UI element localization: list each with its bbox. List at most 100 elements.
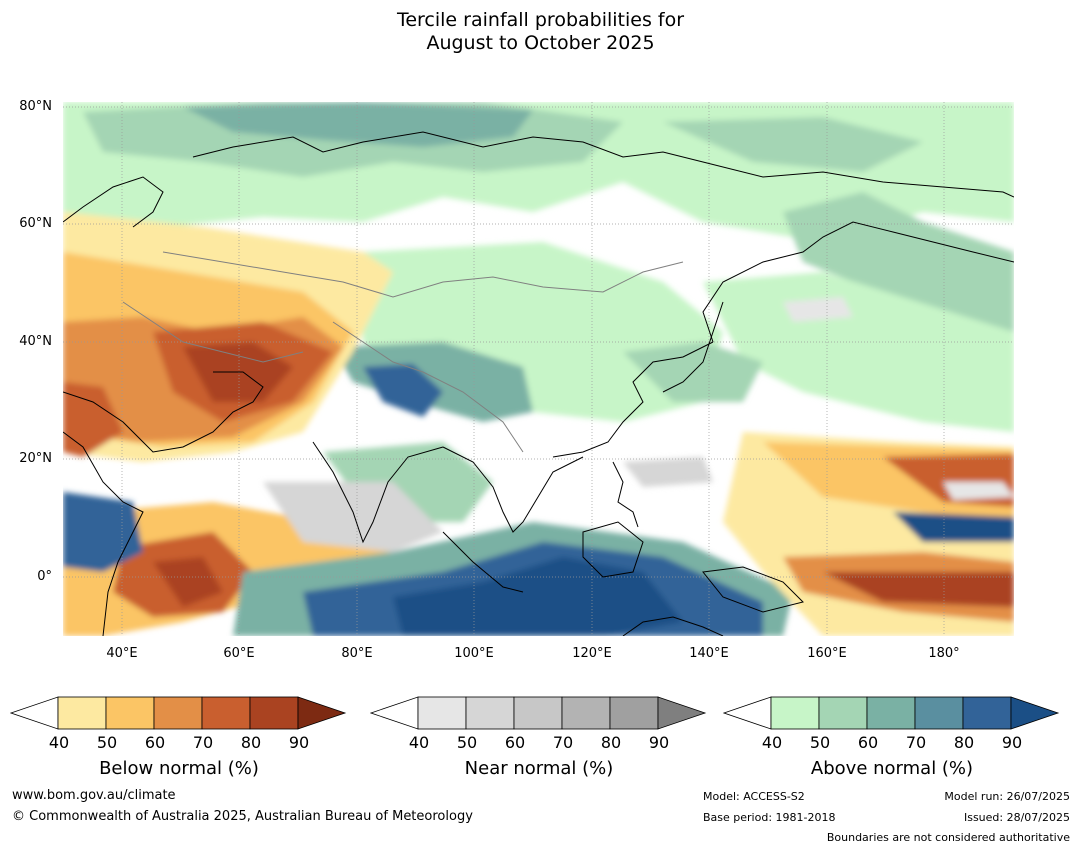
coastline-scandinavia <box>63 176 164 228</box>
below-normal-region-red-sea <box>63 382 123 457</box>
lat-label-20: 20°N <box>19 451 52 466</box>
colorbar-segment <box>818 696 868 730</box>
website-link[interactable]: www.bom.gov.au/climate <box>12 788 176 803</box>
boundary-china-west <box>332 321 524 453</box>
coastline-arabia <box>63 371 264 453</box>
colorbar-near-normal-svg <box>370 696 707 730</box>
colorbar-segment <box>417 696 467 730</box>
lon-label-120e: 120°E <box>572 646 612 661</box>
above-normal-region-bay-of-bengal <box>323 442 493 522</box>
legend-title-above-normal: Above normal (%) <box>810 758 974 779</box>
colorbar-high-extend <box>657 696 707 730</box>
coastline-japan <box>662 301 724 393</box>
colorbar-segment <box>513 696 563 730</box>
tick-label: 80 <box>240 733 262 752</box>
coastline-arctic <box>192 131 1014 198</box>
tick-label: 90 <box>288 733 310 752</box>
tick-label: 40 <box>48 733 70 752</box>
tick-label: 50 <box>456 733 478 752</box>
colorbar-above-normal-svg <box>723 696 1060 730</box>
colorbar-segment <box>561 696 611 730</box>
base-period: Base period: 1981-2018 <box>703 811 836 824</box>
lon-label-40e: 40°E <box>106 646 138 661</box>
above-normal-region-north-pacific <box>703 272 1014 432</box>
coastline-borneo <box>582 521 644 578</box>
tick-label: 70 <box>192 733 214 752</box>
model-name: Model: ACCESS-S2 <box>703 790 805 803</box>
tick-label: 70 <box>905 733 927 752</box>
coastlines <box>63 131 1014 636</box>
title-line-2: August to October 2025 <box>426 32 655 54</box>
above-normal-region-maritime-core <box>393 557 683 636</box>
tick-label: 50 <box>96 733 118 752</box>
lon-label-160e: 160°E <box>807 646 847 661</box>
tick-label: 70 <box>552 733 574 752</box>
lon-label-140e: 140°E <box>689 646 729 661</box>
lat-label-0: 0° <box>37 569 52 584</box>
colorbar-segment <box>57 696 107 730</box>
above-normal-region-tibet <box>333 342 533 422</box>
coastline-australia-north <box>622 616 724 636</box>
chart-title: Tercile rainfall probabilities for Augus… <box>0 9 1081 55</box>
colorbar-below-normal <box>10 696 348 732</box>
lon-label-100e: 100°E <box>454 646 494 661</box>
coastline-east-asia <box>552 341 714 458</box>
below-normal-region-indian-ocean-deep <box>153 557 223 607</box>
above-normal-region-kamchatka <box>783 192 1014 332</box>
near-normal-patch-1 <box>783 297 853 322</box>
coastline-india <box>312 441 444 544</box>
lat-label-80: 80°N <box>19 99 52 114</box>
boundaries-note: Boundaries are not considered authoritat… <box>826 831 1070 844</box>
tick-label: 60 <box>504 733 526 752</box>
boundary-central-asia <box>162 251 684 298</box>
colorbar-high-extend <box>1010 696 1060 730</box>
colorbar-segment <box>770 696 820 730</box>
tick-label: 90 <box>648 733 670 752</box>
country-boundaries <box>122 251 684 453</box>
probability-fields <box>63 102 1014 636</box>
coastline-new-guinea <box>702 566 804 613</box>
colorbar-below-normal-svg <box>10 696 347 730</box>
colorbar-segment <box>609 696 659 730</box>
above-normal-region-tibet-core <box>363 364 443 417</box>
colorbar-high-extend <box>297 696 347 730</box>
lat-label-40: 40°N <box>19 334 52 349</box>
colorbar-segment <box>153 696 203 730</box>
lon-label-80e: 80°E <box>341 646 373 661</box>
near-normal-patch-2 <box>943 482 1014 500</box>
coastline-indochina <box>442 446 584 533</box>
above-normal-region-arctic-high <box>183 102 533 147</box>
colorbar-low-extend <box>723 696 772 730</box>
colorbar-segment <box>465 696 515 730</box>
lon-label-180: 180° <box>928 646 960 661</box>
colorbar-segment <box>201 696 251 730</box>
near-normal-patch-3 <box>623 457 713 487</box>
tick-label: 80 <box>953 733 975 752</box>
colorbar-low-extend <box>370 696 419 730</box>
above-normal-region-east-arctic <box>663 117 923 172</box>
map-canvas <box>63 102 1014 636</box>
colorbar-segment <box>866 696 916 730</box>
tick-label: 50 <box>809 733 831 752</box>
near-normal-region-indian-ocean <box>263 482 443 552</box>
legend-title-below-normal: Below normal (%) <box>99 758 259 779</box>
below-normal-region-pacific-south-core <box>823 572 1014 607</box>
lon-label-60e: 60°E <box>223 646 255 661</box>
graticule <box>63 102 1014 636</box>
coastline-philippines <box>612 461 639 528</box>
tick-label: 90 <box>1001 733 1023 752</box>
tick-label: 80 <box>600 733 622 752</box>
colorbar-segment <box>914 696 964 730</box>
model-run-date: Model run: 26/07/2025 <box>944 790 1070 803</box>
tick-label: 60 <box>144 733 166 752</box>
boundary-middle-east <box>122 301 304 363</box>
colorbar-low-extend <box>10 696 59 730</box>
above-normal-region-equatorial-pacific <box>893 512 1014 542</box>
issued-date: Issued: 28/07/2025 <box>963 811 1070 824</box>
colorbar-above-normal <box>723 696 1061 732</box>
lat-label-60: 60°N <box>19 216 52 231</box>
rainfall-probability-map <box>63 102 1014 636</box>
coastline-sumatra <box>442 531 524 593</box>
copyright-notice: © Commonwealth of Australia 2025, Austra… <box>12 809 473 824</box>
tick-label: 40 <box>761 733 783 752</box>
